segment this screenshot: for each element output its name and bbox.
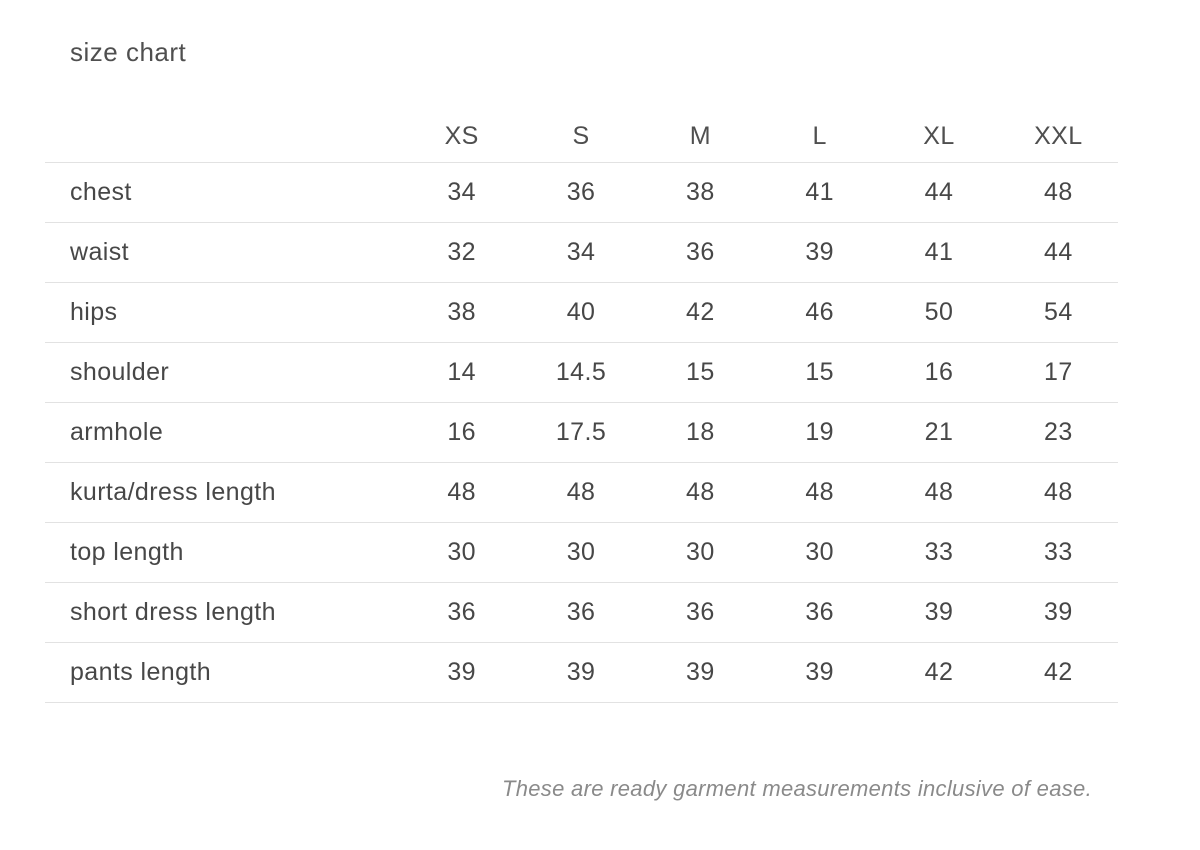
cell: 36 [640,582,760,643]
row-label: waist [45,222,402,283]
column-header-l: L [759,112,880,163]
table-row-hips: hips 38 40 42 46 50 54 [45,282,1118,343]
row-label: armhole [45,402,402,463]
table-row-armhole: armhole 16 17.5 18 19 21 23 [45,402,1118,463]
cell: 46 [759,282,880,343]
cell: 17 [998,342,1118,403]
cell: 34 [402,162,522,223]
cell: 30 [759,522,880,583]
cell: 36 [759,582,880,643]
cell: 36 [640,222,760,283]
row-label-header [45,112,402,163]
cell: 39 [402,642,522,703]
cell: 19 [759,402,880,463]
cell: 50 [879,282,999,343]
cell: 21 [879,402,999,463]
cell: 18 [640,402,760,463]
cell: 42 [879,642,999,703]
cell: 23 [998,402,1118,463]
cell: 33 [879,522,999,583]
table-row-pants-length: pants length 39 39 39 39 42 42 [45,642,1118,703]
cell: 48 [759,462,880,523]
column-header-xl: XL [879,112,999,163]
row-label: pants length [45,642,402,703]
cell: 48 [879,462,999,523]
cell: 16 [402,402,522,463]
cell: 48 [521,462,641,523]
cell: 14 [402,342,522,403]
column-header-xs: XS [402,112,522,163]
row-label: top length [45,522,402,583]
cell: 36 [521,582,641,643]
table-row-chest: chest 34 36 38 41 44 48 [45,162,1118,223]
cell: 38 [640,162,760,223]
cell: 42 [998,642,1118,703]
cell: 39 [998,582,1118,643]
row-label: chest [45,162,402,223]
row-label: hips [45,282,402,343]
cell: 48 [998,162,1118,223]
cell: 42 [640,282,760,343]
table-row-waist: waist 32 34 36 39 41 44 [45,222,1118,283]
table-row-kurta-dress-length: kurta/dress length 48 48 48 48 48 48 [45,462,1118,523]
cell: 48 [402,462,522,523]
column-header-s: S [521,112,641,163]
cell: 16 [879,342,999,403]
header-row: XS S M L XL XXL [45,112,1118,163]
cell: 17.5 [521,402,641,463]
cell: 39 [879,582,999,643]
cell: 38 [402,282,522,343]
cell: 41 [759,162,880,223]
row-label: short dress length [45,582,402,643]
column-header-m: M [640,112,760,163]
column-header-xxl: XXL [998,112,1118,163]
cell: 48 [998,462,1118,523]
cell: 39 [640,642,760,703]
size-chart-table: XS S M L XL XXL chest 34 36 38 41 44 48 … [45,112,1118,703]
cell: 54 [998,282,1118,343]
cell: 36 [402,582,522,643]
cell: 39 [759,642,880,703]
cell: 48 [640,462,760,523]
cell: 41 [879,222,999,283]
cell: 44 [879,162,999,223]
table-row-top-length: top length 30 30 30 30 33 33 [45,522,1118,583]
cell: 36 [521,162,641,223]
cell: 39 [759,222,880,283]
cell: 30 [521,522,641,583]
table-row-short-dress-length: short dress length 36 36 36 36 39 39 [45,582,1118,643]
footnote: These are ready garment measurements inc… [501,776,1092,801]
cell: 39 [521,642,641,703]
cell: 15 [759,342,880,403]
cell: 44 [998,222,1118,283]
cell: 14.5 [521,342,641,403]
row-label: kurta/dress length [45,462,402,523]
cell: 30 [640,522,760,583]
page-title: size chart [70,37,187,67]
cell: 33 [998,522,1118,583]
table-row-shoulder: shoulder 14 14.5 15 15 16 17 [45,342,1118,403]
cell: 32 [402,222,522,283]
cell: 30 [402,522,522,583]
cell: 34 [521,222,641,283]
row-label: shoulder [45,342,402,403]
cell: 40 [521,282,641,343]
cell: 15 [640,342,760,403]
